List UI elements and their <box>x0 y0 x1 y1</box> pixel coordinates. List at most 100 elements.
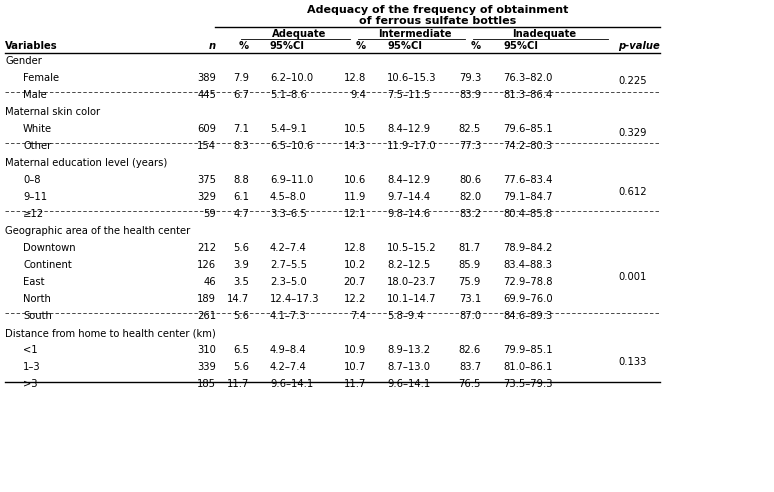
Text: 2.7–5.5: 2.7–5.5 <box>270 260 307 270</box>
Text: 80.4–85.8: 80.4–85.8 <box>503 209 552 219</box>
Text: 445: 445 <box>197 90 216 100</box>
Text: p-value: p-value <box>618 41 659 51</box>
Text: 0.329: 0.329 <box>618 127 646 137</box>
Text: 0.133: 0.133 <box>618 357 646 367</box>
Text: 12.8: 12.8 <box>344 243 366 253</box>
Text: 79.6–85.1: 79.6–85.1 <box>503 124 553 134</box>
Text: 4.2–7.4: 4.2–7.4 <box>270 243 307 253</box>
Text: 59: 59 <box>204 209 216 219</box>
Text: 375: 375 <box>197 175 216 185</box>
Text: 73.1: 73.1 <box>459 294 481 304</box>
Text: 10.1–14.7: 10.1–14.7 <box>387 294 437 304</box>
Text: 7.5–11.5: 7.5–11.5 <box>387 90 430 100</box>
Text: 5.6: 5.6 <box>233 362 249 372</box>
Text: 3.3–6.5: 3.3–6.5 <box>270 209 307 219</box>
Text: Inadequate: Inadequate <box>512 29 576 39</box>
Text: 82.6: 82.6 <box>459 345 481 355</box>
Text: 261: 261 <box>197 311 216 321</box>
Text: 95%CI: 95%CI <box>387 41 422 51</box>
Text: 69.9–76.0: 69.9–76.0 <box>503 294 553 304</box>
Text: %: % <box>356 41 366 51</box>
Text: 20.7: 20.7 <box>344 277 366 287</box>
Text: 10.6–15.3: 10.6–15.3 <box>387 73 437 83</box>
Text: 5.8–9.4: 5.8–9.4 <box>387 311 423 321</box>
Text: Adequacy of the frequency of obtainment: Adequacy of the frequency of obtainment <box>307 5 568 15</box>
Text: 5.6: 5.6 <box>233 243 249 253</box>
Text: 79.1–84.7: 79.1–84.7 <box>503 192 553 202</box>
Text: 4.2–7.4: 4.2–7.4 <box>270 362 307 372</box>
Text: 77.3: 77.3 <box>459 141 481 151</box>
Text: 8.7–13.0: 8.7–13.0 <box>387 362 430 372</box>
Text: n: n <box>209 41 216 51</box>
Text: Maternal skin color: Maternal skin color <box>5 107 100 117</box>
Text: 6.1: 6.1 <box>233 192 249 202</box>
Text: Male: Male <box>23 90 46 100</box>
Text: 11.9–17.0: 11.9–17.0 <box>387 141 437 151</box>
Text: 10.6: 10.6 <box>344 175 366 185</box>
Text: 83.4–88.3: 83.4–88.3 <box>503 260 552 270</box>
Text: 85.9: 85.9 <box>459 260 481 270</box>
Text: 2.3–5.0: 2.3–5.0 <box>270 277 307 287</box>
Text: Downtown: Downtown <box>23 243 76 253</box>
Text: 6.9–11.0: 6.9–11.0 <box>270 175 313 185</box>
Text: South: South <box>23 311 52 321</box>
Text: 8.8: 8.8 <box>233 175 249 185</box>
Text: 81.3–86.4: 81.3–86.4 <box>503 90 553 100</box>
Text: %: % <box>471 41 481 51</box>
Text: Adequate: Adequate <box>272 29 326 39</box>
Text: 10.2: 10.2 <box>344 260 366 270</box>
Text: 4.5–8.0: 4.5–8.0 <box>270 192 307 202</box>
Text: 329: 329 <box>197 192 216 202</box>
Text: >3: >3 <box>23 379 37 389</box>
Text: 11.9: 11.9 <box>344 192 366 202</box>
Text: Distance from home to health center (km): Distance from home to health center (km) <box>5 328 216 338</box>
Text: Other: Other <box>23 141 51 151</box>
Text: 11.7: 11.7 <box>227 379 249 389</box>
Text: 5.6: 5.6 <box>233 311 249 321</box>
Text: 154: 154 <box>197 141 216 151</box>
Text: 72.9–78.8: 72.9–78.8 <box>503 277 553 287</box>
Text: 0.225: 0.225 <box>618 76 646 87</box>
Text: 95%CI: 95%CI <box>503 41 538 51</box>
Text: 4.7: 4.7 <box>233 209 249 219</box>
Text: 9.6–14.1: 9.6–14.1 <box>270 379 313 389</box>
Text: 12.2: 12.2 <box>344 294 366 304</box>
Text: 6.5: 6.5 <box>233 345 249 355</box>
Text: East: East <box>23 277 44 287</box>
Text: 189: 189 <box>197 294 216 304</box>
Text: 10.7: 10.7 <box>344 362 366 372</box>
Text: 81.7: 81.7 <box>459 243 481 253</box>
Text: 6.5–10.6: 6.5–10.6 <box>270 141 313 151</box>
Text: 84.6–89.3: 84.6–89.3 <box>503 311 553 321</box>
Text: Gender: Gender <box>5 56 42 66</box>
Text: 5.1–8.6: 5.1–8.6 <box>270 90 307 100</box>
Text: 81.0–86.1: 81.0–86.1 <box>503 362 553 372</box>
Text: 8.4–12.9: 8.4–12.9 <box>387 175 430 185</box>
Text: 83.9: 83.9 <box>459 90 481 100</box>
Text: 310: 310 <box>197 345 216 355</box>
Text: 82.0: 82.0 <box>459 192 481 202</box>
Text: 7.9: 7.9 <box>233 73 249 83</box>
Text: Intermediate: Intermediate <box>378 29 452 39</box>
Text: 76.3–82.0: 76.3–82.0 <box>503 73 553 83</box>
Text: 10.5–15.2: 10.5–15.2 <box>387 243 437 253</box>
Text: 9.8–14.6: 9.8–14.6 <box>387 209 430 219</box>
Text: 10.9: 10.9 <box>344 345 366 355</box>
Text: 8.9–13.2: 8.9–13.2 <box>387 345 430 355</box>
Text: 78.9–84.2: 78.9–84.2 <box>503 243 553 253</box>
Text: 12.8: 12.8 <box>344 73 366 83</box>
Text: 0.001: 0.001 <box>618 272 646 282</box>
Text: 77.6–83.4: 77.6–83.4 <box>503 175 553 185</box>
Text: 4.1–7.3: 4.1–7.3 <box>270 311 307 321</box>
Text: 83.2: 83.2 <box>459 209 481 219</box>
Text: Continent: Continent <box>23 260 72 270</box>
Text: 339: 339 <box>197 362 216 372</box>
Text: 73.5–79.3: 73.5–79.3 <box>503 379 553 389</box>
Text: 10.5: 10.5 <box>344 124 366 134</box>
Text: 9.7–14.4: 9.7–14.4 <box>387 192 430 202</box>
Text: 95%CI: 95%CI <box>270 41 305 51</box>
Text: 14.3: 14.3 <box>344 141 366 151</box>
Text: 3.9: 3.9 <box>233 260 249 270</box>
Text: 6.2–10.0: 6.2–10.0 <box>270 73 313 83</box>
Text: 79.3: 79.3 <box>459 73 481 83</box>
